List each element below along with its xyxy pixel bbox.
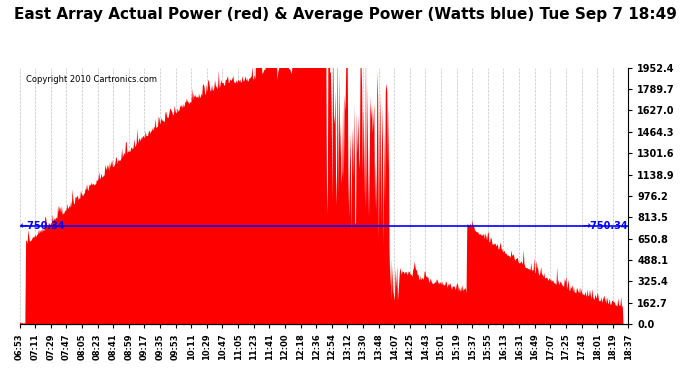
Text: East Array Actual Power (red) & Average Power (Watts blue) Tue Sep 7 18:49: East Array Actual Power (red) & Average … xyxy=(14,8,676,22)
Text: Copyright 2010 Cartronics.com: Copyright 2010 Cartronics.com xyxy=(26,75,157,84)
Text: →750.34: →750.34 xyxy=(583,220,629,231)
Text: ←750.34: ←750.34 xyxy=(19,220,65,231)
